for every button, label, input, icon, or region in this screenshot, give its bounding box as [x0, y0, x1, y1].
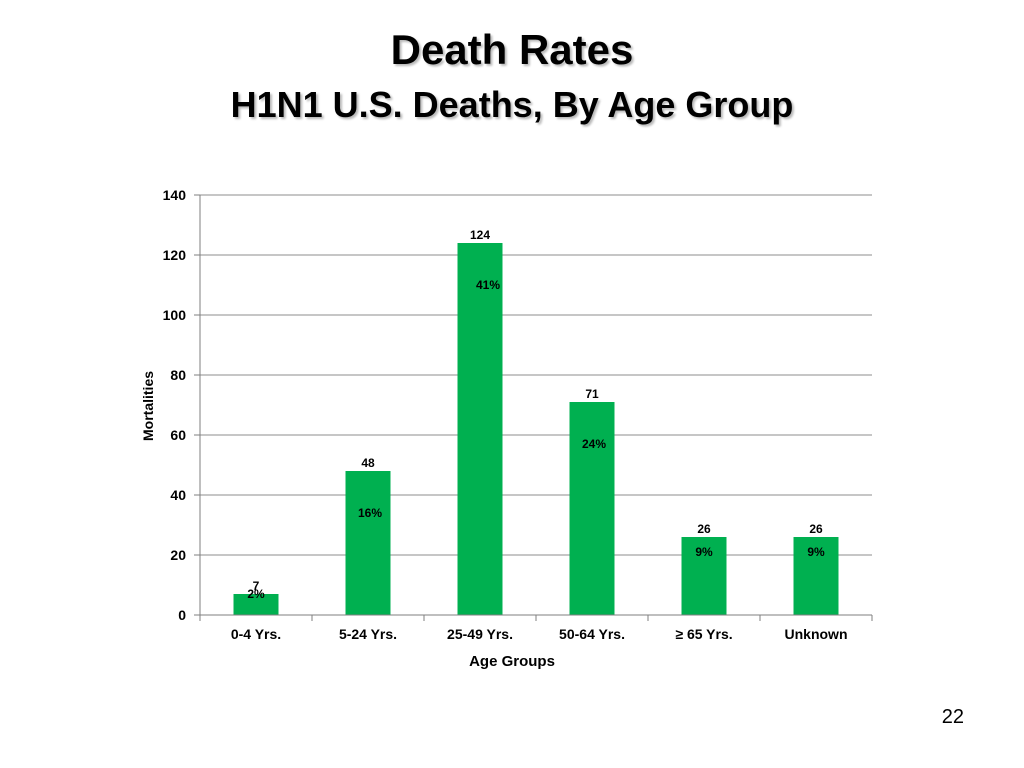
- bar-value-label: 124: [470, 228, 490, 242]
- bar: [457, 243, 503, 615]
- slide-number: 22: [941, 706, 964, 728]
- bar-value-label: 48: [361, 456, 375, 470]
- bar: [793, 537, 839, 615]
- y-tick-label: 0: [178, 607, 186, 623]
- y-tick-label: 80: [170, 367, 186, 383]
- axes: [194, 194, 873, 621]
- bar-value-label: 71: [585, 387, 599, 401]
- x-axis-title: Age Groups: [469, 653, 555, 670]
- bar-value-label: 26: [697, 522, 711, 536]
- bar: [681, 537, 727, 615]
- y-tick-label: 120: [163, 247, 187, 263]
- bar: [233, 594, 279, 615]
- y-tick-label: 20: [170, 547, 186, 563]
- bar-percent-label: 9%: [807, 545, 825, 559]
- y-tick-label: 100: [163, 307, 187, 323]
- x-tick-label: 5-24 Yrs.: [339, 626, 397, 642]
- bar-percent-label: 41%: [476, 278, 500, 292]
- y-axis-title: Mortalities: [140, 371, 156, 441]
- bar-percent-label: 24%: [582, 437, 606, 451]
- bar: [569, 402, 615, 615]
- bar-value-label: 7: [253, 579, 260, 593]
- bar-percent-label: 9%: [695, 545, 713, 559]
- y-tick-label: 140: [163, 187, 187, 203]
- x-tick-label: 50-64 Yrs.: [559, 626, 625, 642]
- x-tick-label: 0-4 Yrs.: [231, 626, 281, 642]
- y-tick-label: 40: [170, 487, 186, 503]
- x-tick-label: ≥ 65 Yrs.: [675, 626, 732, 642]
- bar-value-label: 26: [809, 522, 823, 536]
- bar: [345, 471, 391, 615]
- labels: 0 20 40 60 80 100 120 140 72% 0-4 Yrs. 48 16% 5-24 Y…: [163, 187, 848, 642]
- slide-subtitle: H1N1 U.S. Deaths, By Age Group: [230, 84, 794, 125]
- bars: [233, 243, 839, 615]
- bar-percent-label: 16%: [358, 506, 382, 520]
- gridlines: [200, 194, 872, 556]
- x-tick-label: Unknown: [785, 626, 848, 642]
- slide-title: Death Rates: [390, 26, 634, 73]
- x-tick-label: 25-49 Yrs.: [447, 626, 513, 642]
- bar-percent-label: 2%: [247, 587, 265, 601]
- y-tick-label: 60: [170, 427, 186, 443]
